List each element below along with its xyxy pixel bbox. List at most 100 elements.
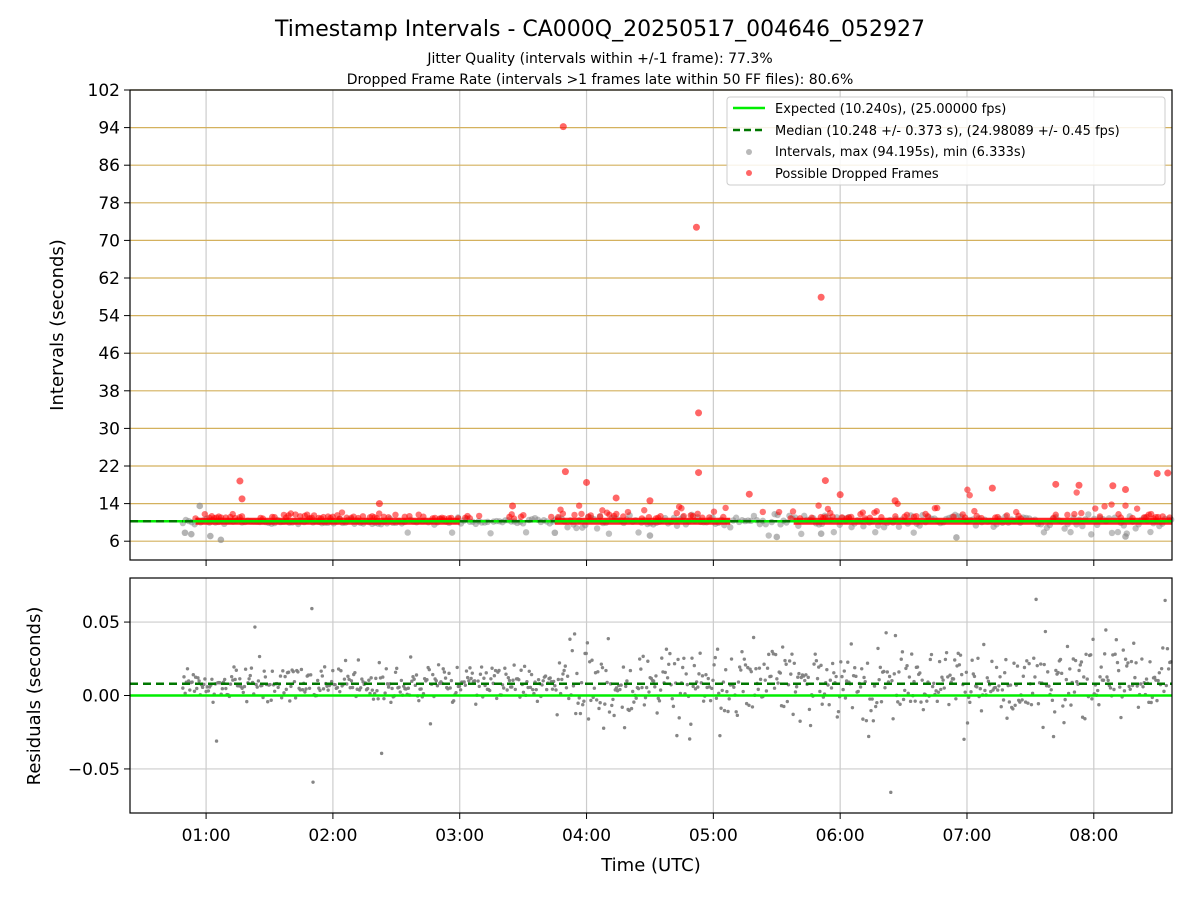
- residual-point: [234, 668, 239, 672]
- chart-title: Timestamp Intervals - CA000Q_20250517_00…: [274, 17, 925, 42]
- residual-point: [610, 703, 614, 708]
- residual-point: [856, 689, 860, 694]
- residual-point: [504, 672, 508, 676]
- residual-point: [997, 684, 1001, 688]
- residual-point: [936, 690, 941, 695]
- residual-point: [1119, 715, 1123, 720]
- dropped-frame-point: [559, 510, 567, 517]
- residual-point: [903, 688, 907, 693]
- residual-point: [896, 700, 900, 704]
- residual-point: [741, 689, 745, 694]
- residual-point: [397, 685, 401, 689]
- residual-point: [1025, 659, 1029, 663]
- residual-point: [928, 657, 933, 662]
- dropped-frame-outlier-point: [692, 223, 700, 231]
- residual-point: [315, 678, 320, 683]
- residual-point: [360, 677, 364, 681]
- residual-point: [262, 669, 266, 673]
- dropped-frame-outlier-point: [1109, 482, 1117, 490]
- residual-point: [690, 656, 694, 660]
- residual-point: [742, 657, 747, 661]
- residual-point: [1114, 638, 1119, 642]
- residual-point: [829, 686, 834, 690]
- residual-point: [797, 671, 801, 676]
- residual-point: [1135, 684, 1139, 688]
- bottom-y-tick-label: −0.05: [68, 760, 120, 780]
- residual-point: [247, 677, 251, 681]
- residual-point: [599, 662, 604, 666]
- residual-point: [1029, 702, 1034, 707]
- residual-point: [600, 665, 605, 670]
- residual-point: [640, 685, 644, 690]
- residual-point: [889, 790, 893, 795]
- residual-point: [408, 655, 413, 659]
- residual-point: [1005, 716, 1009, 720]
- residual-point: [586, 717, 591, 721]
- dropped-frame-point: [892, 513, 899, 520]
- residual-point: [619, 683, 623, 687]
- residual-point: [458, 688, 463, 692]
- residual-point: [930, 684, 935, 689]
- residual-point: [737, 665, 742, 669]
- residual-point: [850, 705, 855, 710]
- residual-point: [727, 697, 731, 701]
- residual-point: [197, 679, 201, 683]
- residual-point: [589, 698, 593, 703]
- residual-point: [560, 677, 564, 682]
- residual-point: [519, 668, 523, 672]
- residual-point: [957, 663, 962, 667]
- residual-point: [1022, 665, 1027, 670]
- residual-point: [769, 674, 773, 678]
- residual-point: [1063, 697, 1067, 702]
- residual-point: [743, 663, 748, 667]
- residual-point: [182, 675, 186, 679]
- residual-point: [1059, 671, 1064, 676]
- residual-point: [1061, 704, 1065, 708]
- x-axis-label: Time (UTC): [600, 855, 701, 876]
- interval-point: [910, 529, 917, 536]
- residual-point: [720, 688, 724, 693]
- residual-point: [982, 642, 986, 647]
- residual-point: [1050, 698, 1055, 703]
- residual-point: [854, 674, 858, 679]
- residual-point: [272, 689, 277, 693]
- residual-point: [756, 687, 760, 692]
- residual-point: [455, 665, 459, 670]
- residual-point: [395, 666, 399, 671]
- residual-point: [1144, 677, 1149, 681]
- legend-dropped-label: Possible Dropped Frames: [775, 167, 939, 182]
- residual-point: [238, 677, 242, 681]
- residual-point: [1034, 597, 1038, 602]
- residual-point: [477, 684, 481, 689]
- residual-point: [592, 686, 597, 690]
- residual-point: [653, 685, 657, 689]
- residual-point: [218, 681, 222, 685]
- residual-point: [254, 682, 258, 687]
- dropped-frame-point: [950, 513, 957, 520]
- residual-point: [505, 688, 509, 692]
- dropped-frame-point: [645, 513, 653, 521]
- dropped-frame-point: [913, 512, 920, 520]
- residual-point: [910, 652, 914, 656]
- residual-point: [268, 682, 272, 687]
- residual-point: [291, 669, 295, 674]
- residual-point: [736, 680, 741, 684]
- residual-point: [1041, 725, 1045, 730]
- interval-point: [487, 530, 494, 537]
- residual-point: [222, 677, 227, 682]
- bottom-panel-frame: [129, 577, 1173, 814]
- dropped-frame-point: [385, 514, 392, 521]
- residual-point: [564, 686, 569, 690]
- residual-point: [1139, 682, 1143, 686]
- residual-point: [229, 674, 234, 679]
- residual-point: [1098, 675, 1102, 679]
- residual-point: [1047, 684, 1051, 688]
- residual-point: [1162, 689, 1166, 694]
- residual-point: [954, 697, 958, 701]
- residual-point: [447, 671, 451, 676]
- residual-point: [671, 704, 676, 709]
- dropped-frame-point: [343, 514, 350, 521]
- residual-point: [782, 704, 786, 709]
- dropped-frame-point: [1129, 514, 1136, 522]
